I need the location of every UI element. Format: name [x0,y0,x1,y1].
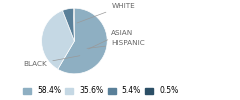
Text: ASIAN: ASIAN [89,30,133,49]
Wedge shape [58,8,107,74]
Wedge shape [42,10,74,69]
Wedge shape [73,8,74,41]
Text: WHITE: WHITE [77,3,135,23]
Wedge shape [62,8,74,41]
Text: HISPANIC: HISPANIC [87,40,145,48]
Text: BLACK: BLACK [24,56,80,67]
Legend: 58.4%, 35.6%, 5.4%, 0.5%: 58.4%, 35.6%, 5.4%, 0.5% [22,86,179,96]
